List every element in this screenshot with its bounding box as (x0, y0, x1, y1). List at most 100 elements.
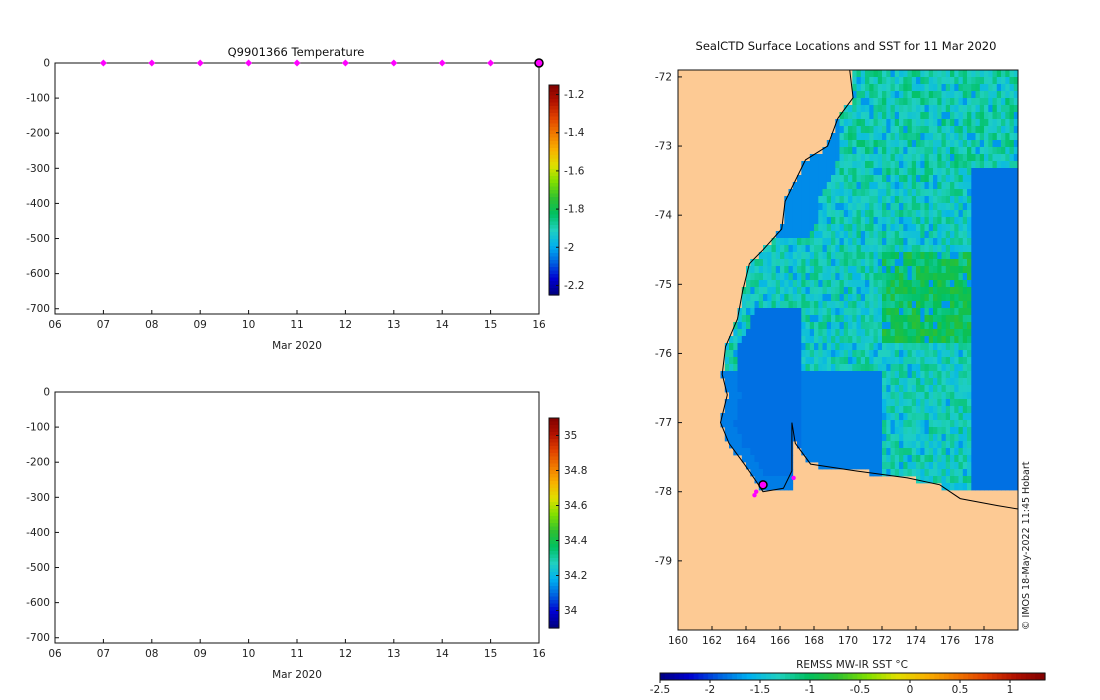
sst-cell (954, 273, 959, 281)
sst-cell (916, 413, 921, 421)
sst-cell (843, 273, 849, 281)
sst-cell (856, 77, 862, 85)
sst-cell (780, 280, 785, 288)
sst-cell (869, 420, 874, 428)
sst-cell (988, 399, 993, 407)
sst-cell (975, 217, 981, 225)
sst-cell (1001, 238, 1006, 246)
sst-cell (852, 364, 857, 372)
sst-cell (754, 287, 760, 295)
sst-cell (907, 126, 913, 134)
sst-cell (920, 133, 925, 141)
sst-cell (877, 448, 883, 456)
sst-cell (771, 476, 777, 484)
sst-cell (996, 154, 1002, 162)
sst-cell (979, 406, 985, 414)
sst-cell (1009, 126, 1015, 134)
sst-cell (988, 98, 993, 106)
sst-cell (899, 441, 904, 449)
sst-cell (971, 98, 976, 106)
sst-cell (882, 392, 887, 400)
sst-cell (780, 392, 785, 400)
sst-cell (877, 364, 883, 372)
sst-cell (937, 413, 942, 421)
sst-cell (763, 441, 768, 449)
sst-colorbar-step (924, 673, 931, 680)
sst-cell (1013, 455, 1019, 463)
map-lon-tick-label: 168 (804, 635, 824, 647)
sst-cell (852, 238, 857, 246)
sst-cell (886, 259, 891, 267)
sst-cell (852, 322, 857, 330)
sst-cell (882, 469, 887, 477)
temperature-y-tick-label: -400 (26, 198, 50, 210)
sst-cell (775, 392, 781, 400)
sst-cell (962, 448, 968, 456)
sst-colorbar-tick-label: -2 (705, 684, 715, 696)
sst-cell (924, 126, 930, 134)
temperature-colorbar-step (549, 249, 559, 254)
sst-cell (962, 336, 968, 344)
sst-cell (784, 245, 789, 253)
sst-cell (984, 462, 989, 470)
sst-cell (916, 105, 921, 113)
sst-cell (767, 399, 772, 407)
sst-cell (933, 140, 938, 148)
sst-cell (780, 238, 785, 246)
sst-cell (962, 343, 968, 351)
sst-cell (962, 259, 968, 267)
sst-cell (988, 168, 993, 176)
sst-cell (873, 294, 879, 302)
sst-colorbar-step (746, 673, 753, 680)
sst-cell (780, 462, 785, 470)
sst-cell (771, 469, 777, 477)
sst-cell (814, 315, 819, 323)
sst-cell (924, 112, 930, 120)
sst-cell (899, 462, 904, 470)
sst-cell (886, 378, 891, 386)
sst-cell (746, 455, 751, 463)
sst-cell (979, 364, 985, 372)
sst-cell (792, 308, 798, 316)
sst-cell (903, 378, 908, 386)
sst-cell (865, 322, 870, 330)
sst-cell (962, 196, 968, 204)
salinity-colorbar-step (549, 449, 559, 454)
sst-cell (856, 371, 862, 379)
sst-cell (916, 91, 921, 99)
sst-cell (920, 357, 925, 365)
sst-cell (992, 140, 998, 148)
sst-cell (924, 476, 930, 484)
sst-colorbar-step (684, 673, 690, 680)
sst-cell (869, 252, 874, 260)
sst-cell (754, 343, 760, 351)
sst-cell (737, 420, 743, 428)
sst-cell (792, 322, 798, 330)
sst-cell (1009, 98, 1015, 106)
map-lat-tick-label: -76 (655, 348, 672, 360)
sst-cell (971, 308, 976, 316)
sst-cell (1005, 126, 1010, 134)
sst-cell (839, 280, 845, 288)
sst-cell (1009, 168, 1015, 176)
sst-cell (916, 175, 921, 183)
sst-cell (1013, 329, 1019, 337)
sst-cell (975, 168, 981, 176)
sst-cell (784, 448, 789, 456)
sst-cell (775, 469, 781, 477)
sst-cell (954, 294, 959, 302)
sst-cell (831, 420, 836, 428)
sst-cell (869, 140, 874, 148)
sst-cell (975, 469, 981, 477)
sst-cell (916, 294, 921, 302)
sst-cell (996, 329, 1002, 337)
sst-cell (984, 322, 989, 330)
sst-cell (1005, 112, 1010, 120)
sst-cell (1009, 161, 1015, 169)
sst-cell (737, 329, 743, 337)
sst-cell (1013, 259, 1019, 267)
sst-cell (971, 315, 976, 323)
sst-colorbar-step (987, 673, 993, 680)
sst-cell (992, 98, 998, 106)
sst-cell (767, 434, 772, 442)
